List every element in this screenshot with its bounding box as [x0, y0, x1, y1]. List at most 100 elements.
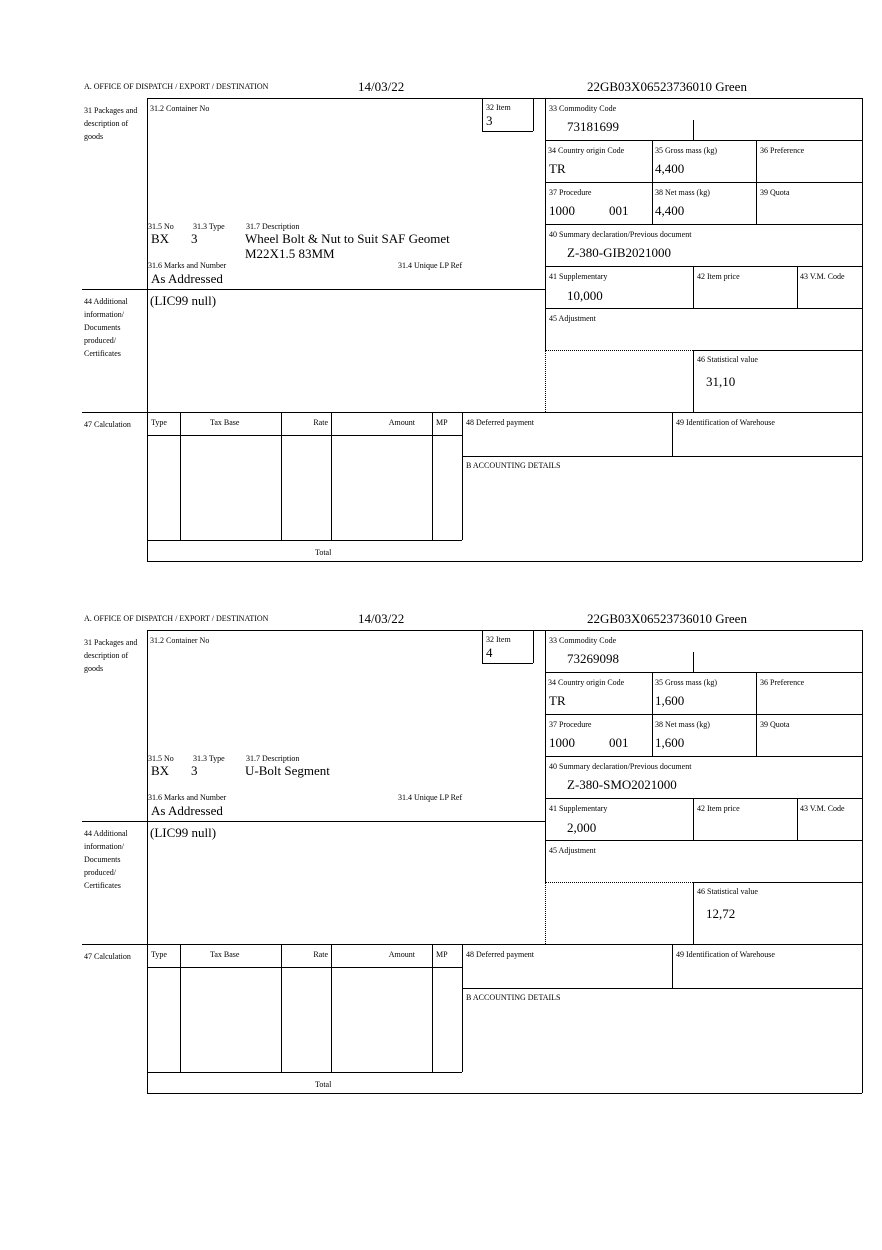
divider: [693, 652, 694, 672]
vm-code-label: 43 V.M. Code: [800, 272, 845, 281]
divider: [462, 412, 463, 540]
total-label: Total: [315, 1080, 332, 1089]
divider: [147, 98, 862, 99]
summary-value: Z-380-GIB2021000: [567, 245, 671, 260]
col-amount: Amount: [388, 418, 415, 427]
marks-value: As Addressed: [151, 271, 223, 286]
procedure-additional-code: 001: [609, 203, 629, 218]
declaration-reference: 22GB03X06523736010 Green: [587, 611, 747, 626]
additional-info-label: 44 Additional information/ Documents pro…: [84, 297, 128, 358]
divider: [147, 98, 148, 561]
divider: [756, 672, 757, 756]
packages-label: 31 Packages and description of goods: [84, 638, 138, 673]
package-no-value: BX: [151, 231, 170, 246]
marks-label: 31.6 Marks and Number: [148, 793, 227, 802]
origin-value: TR: [549, 693, 566, 708]
additional-info-value: (LIC99 null): [150, 293, 217, 308]
description-value: U-Bolt Segment: [245, 763, 330, 778]
gross-mass-value: 1,600: [655, 693, 685, 708]
divider: [331, 944, 332, 1072]
supplementary-value: 10,000: [567, 288, 603, 303]
warehouse-label: 49 Identification of Warehouse: [676, 418, 775, 427]
divider: [147, 561, 862, 562]
divider: [545, 714, 862, 715]
calculation-label: 47 Calculation: [84, 952, 131, 961]
net-mass-label: 38 Net mass (kg): [655, 720, 710, 729]
divider: [545, 756, 862, 757]
divider: [545, 266, 862, 267]
divider: [545, 350, 546, 412]
procedure-label: 37 Procedure: [549, 188, 592, 197]
col-rate: Rate: [313, 950, 328, 959]
supplementary-label: 41 Supplementary: [549, 804, 608, 813]
divider: [693, 798, 694, 840]
net-mass-label: 38 Net mass (kg): [655, 188, 710, 197]
divider: [545, 882, 693, 883]
accounting-details-label: B ACCOUNTING DETAILS: [466, 993, 561, 1002]
accounting-details-label: B ACCOUNTING DETAILS: [466, 461, 561, 470]
item-price-label: 42 Item price: [697, 272, 740, 281]
divider: [545, 798, 862, 799]
deferred-payment-label: 48 Deferred payment: [466, 950, 534, 959]
divider: [281, 944, 282, 1072]
divider: [147, 1093, 862, 1094]
divider: [545, 224, 862, 225]
adjustment-label: 45 Adjustment: [549, 846, 596, 855]
divider: [432, 412, 433, 540]
item-price-label: 42 Item price: [697, 804, 740, 813]
declaration-date: 14/03/22: [358, 79, 405, 94]
warehouse-label: 49 Identification of Warehouse: [676, 950, 775, 959]
col-mp: MP: [436, 418, 448, 427]
col-amount: Amount: [388, 950, 415, 959]
divider: [545, 672, 862, 673]
divider: [545, 882, 546, 944]
procedure-additional-code: 001: [609, 735, 629, 750]
statistical-value-label: 46 Statistical value: [697, 887, 758, 896]
packages-label: 31 Packages and description of goods: [84, 106, 138, 141]
gross-mass-value: 4,400: [655, 161, 685, 176]
description-value: Wheel Bolt & Nut to Suit SAF Geomet M22X…: [245, 231, 450, 261]
quota-label: 39 Quota: [760, 188, 790, 197]
additional-info-value: (LIC99 null): [150, 825, 217, 840]
divider: [482, 131, 533, 132]
divider: [331, 412, 332, 540]
divider: [281, 412, 282, 540]
statistical-value: 31,10: [706, 374, 736, 389]
procedure-code: 1000: [549, 203, 575, 218]
divider: [180, 412, 181, 540]
package-type-value: 3: [191, 231, 198, 246]
divider: [82, 412, 862, 413]
divider: [533, 98, 534, 131]
procedure-label: 37 Procedure: [549, 720, 592, 729]
divider: [693, 350, 694, 412]
divider: [672, 944, 673, 988]
unique-ref-label: 31.4 Unique LP Ref: [398, 261, 463, 270]
divider: [147, 435, 462, 436]
statistical-value: 12,72: [706, 906, 736, 921]
vm-code-label: 43 V.M. Code: [800, 804, 845, 813]
col-type: Type: [151, 418, 167, 427]
divider: [462, 944, 463, 1072]
commodity-code-label: 33 Commodity Code: [549, 636, 617, 645]
divider: [147, 1072, 462, 1073]
divider: [797, 266, 798, 308]
unique-ref-label: 31.4 Unique LP Ref: [398, 793, 463, 802]
net-mass-value: 1,600: [655, 735, 685, 750]
divider: [482, 663, 533, 664]
net-mass-value: 4,400: [655, 203, 685, 218]
divider: [693, 882, 862, 883]
package-no-value: BX: [151, 763, 170, 778]
office-heading: A. OFFICE OF DISPATCH / EXPORT / DESTINA…: [84, 614, 269, 623]
supplementary-label: 41 Supplementary: [549, 272, 608, 281]
deferred-payment-label: 48 Deferred payment: [466, 418, 534, 427]
divider: [482, 630, 483, 663]
supplementary-value: 2,000: [567, 820, 597, 835]
col-rate: Rate: [313, 418, 328, 427]
marks-value: As Addressed: [151, 803, 223, 818]
divider: [147, 630, 148, 1093]
adjustment-label: 45 Adjustment: [549, 314, 596, 323]
divider: [652, 672, 653, 756]
divider: [862, 98, 863, 561]
package-no-label: 31.5 No: [148, 222, 174, 231]
divider: [462, 988, 862, 989]
